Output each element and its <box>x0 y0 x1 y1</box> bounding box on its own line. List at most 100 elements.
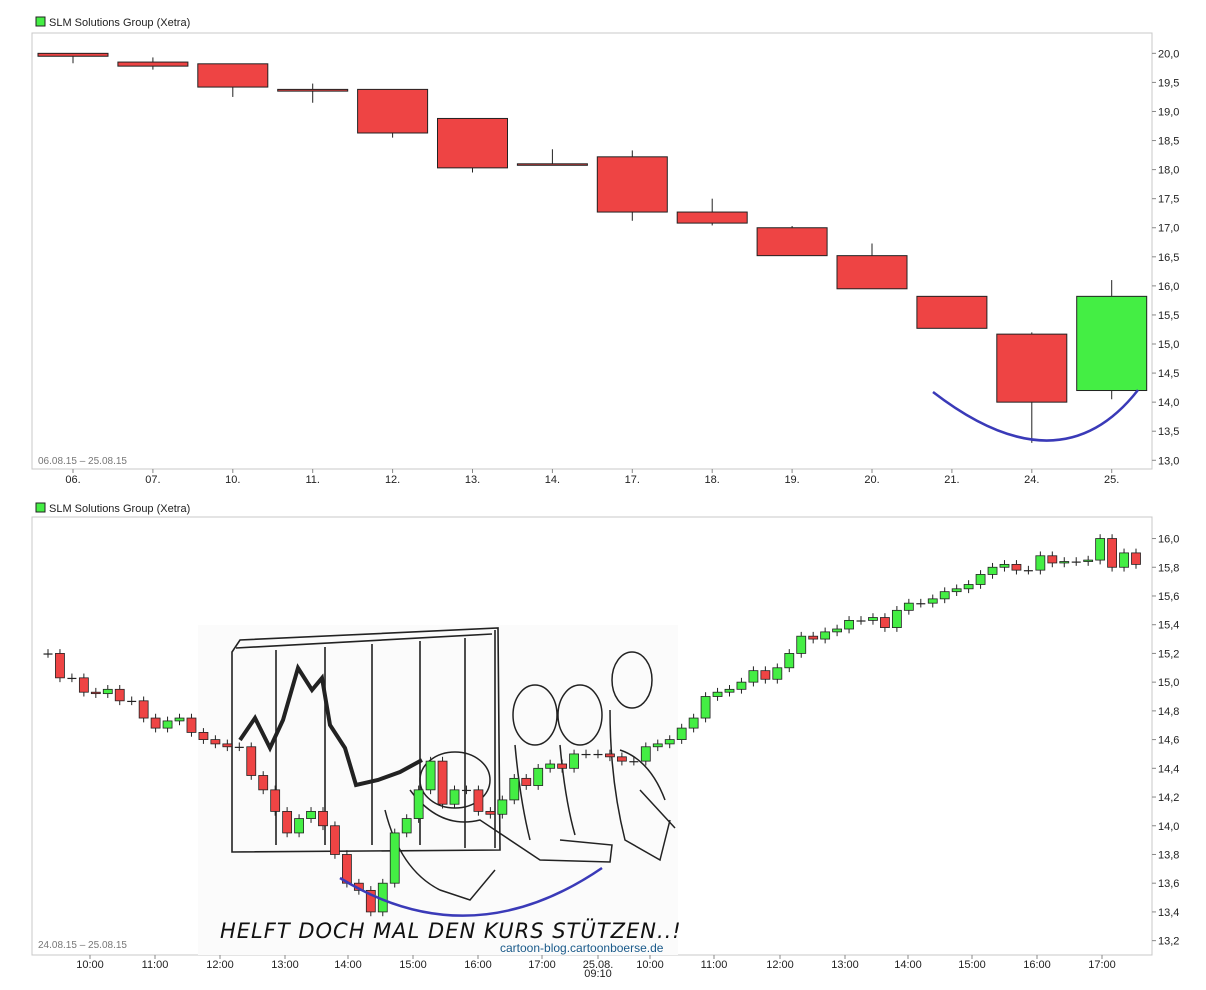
daily-y-tick-label: 16,5 <box>1158 252 1179 264</box>
daily-chart-title: SLM Solutions Group (Xetra) <box>49 17 190 29</box>
intraday-candle <box>1107 534 1117 572</box>
intraday-candle <box>772 663 783 684</box>
cartoon-credit: cartoon-blog.cartoonboerse.de <box>500 941 664 955</box>
intraday-candle <box>832 624 842 637</box>
intraday-y-tick-label: 13,4 <box>1158 907 1179 919</box>
intraday-candle-body <box>605 753 615 758</box>
intraday-y-tick-label: 13,8 <box>1158 849 1179 861</box>
intraday-candle <box>294 814 304 838</box>
daily-y-tick-label: 15,0 <box>1158 339 1179 351</box>
intraday-candle <box>916 598 926 608</box>
daily-candle <box>596 150 668 221</box>
intraday-candle-body <box>102 688 113 695</box>
intraday-candle <box>844 616 854 634</box>
daily-x-tick-label: 13. <box>465 474 480 486</box>
intraday-candle <box>210 735 221 749</box>
daily-candle <box>277 83 349 103</box>
intraday-candle-body <box>1083 559 1094 562</box>
intraday-candle <box>545 759 556 773</box>
daily-candles <box>37 52 1148 443</box>
intraday-candle <box>664 735 675 749</box>
intraday-candle-body <box>150 717 161 729</box>
daily-y-tick-label: 14,5 <box>1158 368 1179 380</box>
intraday-x-tick-label: 17:00 <box>1088 959 1116 971</box>
intraday-x-tick-label: 10:00 <box>636 959 664 971</box>
intraday-candle <box>927 594 938 608</box>
intraday-candle-body <box>844 619 854 630</box>
intraday-candle <box>736 677 747 694</box>
intraday-candle <box>114 685 125 706</box>
intraday-candle-body <box>413 789 424 819</box>
daily-candle <box>756 226 828 257</box>
daily-candle <box>437 117 508 173</box>
daily-candle <box>117 57 189 70</box>
intraday-x-tick-label: 12:00 <box>766 959 794 971</box>
intraday-candle-body <box>569 753 579 769</box>
intraday-candle <box>581 749 591 759</box>
intraday-candle-body <box>401 818 412 834</box>
intraday-candle-body <box>616 756 627 762</box>
intraday-candle <box>605 749 615 762</box>
intraday-candle <box>365 886 376 917</box>
intraday-candle <box>712 687 723 701</box>
daily-y-tick-label: 14,0 <box>1158 397 1179 409</box>
intraday-x-tick-label: 11:00 <box>142 959 169 971</box>
intraday-candle-body <box>521 777 532 786</box>
intraday-x-tick-label: 16:00 <box>1023 959 1051 971</box>
intraday-candle <box>700 692 711 723</box>
intraday-candle-body <box>186 717 197 733</box>
intraday-candle-body <box>999 563 1010 568</box>
daily-x-tick-label: 06. <box>65 474 80 486</box>
daily-y-axis: 13,0 13,5 14,0 14,5 15,0 15,5 16,0 16,5 17,0 17,5… <box>1152 48 1179 467</box>
intraday-candle <box>975 570 986 589</box>
intraday-candle <box>67 673 77 683</box>
intraday-candle-body <box>975 574 986 585</box>
intraday-candle-body <box>437 760 448 805</box>
intraday-candle <box>820 627 831 644</box>
intraday-candle <box>150 713 161 733</box>
intraday-candle <box>318 807 328 831</box>
intraday-candle <box>401 814 412 838</box>
intraday-candle-body <box>951 588 962 593</box>
intraday-candle <box>1035 551 1046 575</box>
intraday-candle-body <box>676 727 687 740</box>
intraday-candle-body <box>856 620 866 622</box>
intraday-candle-body <box>724 688 735 693</box>
intraday-candle <box>43 649 53 658</box>
daily-x-tick-label: 18. <box>705 474 720 486</box>
intraday-candle <box>856 616 866 625</box>
daily-x-tick-label: 14. <box>545 474 560 486</box>
intraday-candle-body <box>473 789 484 812</box>
intraday-y-tick-label: 15,2 <box>1158 648 1179 660</box>
intraday-x-tick-label: 14:00 <box>334 959 362 971</box>
daily-candle <box>916 295 988 329</box>
daily-x-tick-label: 25. <box>1104 474 1119 486</box>
intraday-candle-body <box>891 609 902 628</box>
daily-x-tick-label: 20. <box>864 474 879 486</box>
intraday-candle <box>437 756 448 809</box>
intraday-x-tick-label: 13:00 <box>271 959 299 971</box>
intraday-candle <box>676 723 687 744</box>
daily-candle-body <box>437 117 508 169</box>
intraday-candle-body <box>1095 538 1106 561</box>
intraday-candle-body <box>1059 561 1070 564</box>
intraday-candle <box>270 785 281 816</box>
intraday-x-axis: 10:00 11:00 12:00 13:00 14:00 15:00 16:00 17:00… <box>76 955 1116 980</box>
intraday-candle-body <box>509 777 520 801</box>
intraday-candle <box>127 696 137 706</box>
intraday-candle-body <box>868 617 878 621</box>
intraday-candle-body <box>246 746 257 776</box>
intraday-x-tick-label: 25.08. <box>583 959 614 971</box>
intraday-candle <box>389 828 400 888</box>
daily-candle-body <box>516 163 588 166</box>
daily-candle-body <box>277 88 349 92</box>
daily-candle-body <box>37 52 109 57</box>
daily-y-tick-label: 17,5 <box>1158 194 1179 206</box>
intraday-candle <box>186 713 197 737</box>
intraday-candle-body <box>903 602 914 611</box>
intraday-candle-body <box>318 810 328 827</box>
intraday-candle <box>174 713 185 726</box>
intraday-candle <box>138 696 149 723</box>
intraday-candle <box>485 807 496 819</box>
intraday-candle <box>891 606 902 632</box>
